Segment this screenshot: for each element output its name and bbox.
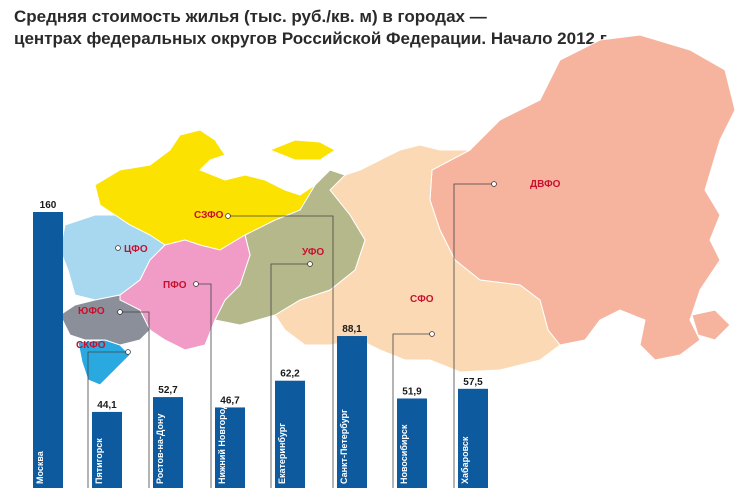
city-label-8: Хабаровск	[460, 436, 470, 484]
district-label-skfo: СКФО	[76, 340, 106, 351]
value-label-4: 46,7	[220, 395, 240, 406]
russia-map	[59, 34, 736, 386]
city-label-3: Ростов-на-Дону	[155, 414, 165, 484]
district-label-sfo: СФО	[410, 294, 434, 305]
bar-1	[33, 212, 63, 488]
leader-lines	[87, 183, 494, 488]
district-dot-szfo	[225, 213, 231, 219]
bar-8	[458, 388, 488, 488]
district-label-dvfo: ДВФО	[530, 179, 561, 190]
city-label-6: Санкт-Петербург	[339, 409, 349, 484]
value-label-3: 52,7	[158, 385, 178, 396]
value-label-7: 51,9	[402, 386, 422, 397]
region-skfo	[77, 339, 131, 386]
district-label-szfo: СЗФО	[194, 210, 224, 221]
bar-7	[397, 398, 427, 488]
bar-5	[275, 380, 305, 488]
bar-2	[92, 411, 122, 488]
district-dot-dvfo	[491, 181, 497, 187]
district-dot-cfo	[115, 245, 121, 251]
district-dot-pfo	[193, 281, 199, 287]
district-label-yufo: ЮФО	[78, 306, 105, 317]
district-dot-ufo	[307, 261, 313, 267]
bar-6	[337, 336, 367, 488]
leader-line-4	[196, 283, 212, 488]
title-line-2: центрах федеральных округов Российской Ф…	[14, 29, 610, 48]
bar-4	[215, 407, 245, 488]
leader-line-8	[453, 183, 494, 488]
city-label-7: Новосибирск	[399, 424, 409, 484]
leader-line-7	[392, 333, 432, 488]
region-yufo	[59, 294, 151, 346]
leader-line-2	[87, 351, 128, 488]
district-dot-sfo	[429, 331, 435, 337]
leader-line-5	[270, 263, 310, 488]
district-dot-skfo	[125, 349, 131, 355]
city-label-5: Екатеринбург	[277, 423, 287, 484]
district-label-cfo: ЦФО	[124, 244, 148, 255]
region-szfo-north	[268, 139, 336, 161]
chart-title: Средняя стоимость жилья (тыс. руб./кв. м…	[14, 6, 634, 50]
leader-line-6	[228, 215, 334, 488]
value-label-5: 62,2	[280, 369, 300, 380]
value-label-1: 160	[40, 200, 57, 211]
district-labels: ЦФО СКФО ЮФО ПФО УФО СЗФО СФО ДВФО	[76, 179, 561, 355]
region-dvfo-island	[691, 309, 731, 341]
city-label-1: Москва	[35, 450, 45, 484]
district-label-pfo: ПФО	[163, 280, 187, 291]
bar-3	[153, 397, 183, 488]
district-label-ufo: УФО	[302, 247, 324, 258]
district-dot-yufo	[117, 309, 123, 315]
value-label-2: 44,1	[97, 400, 117, 411]
city-label-2: Пятигорск	[94, 438, 104, 484]
title-line-1: Средняя стоимость жилья (тыс. руб./кв. м…	[14, 7, 487, 26]
value-label-6: 88,1	[342, 324, 362, 335]
leader-line-3	[120, 311, 150, 488]
bars: 160 Москва 44,1 Пятигорск 52,7 Ростов-на-Дону…	[33, 200, 488, 488]
city-label-4: Нижний Новгород	[217, 403, 227, 484]
value-label-8: 57,5	[463, 377, 483, 388]
